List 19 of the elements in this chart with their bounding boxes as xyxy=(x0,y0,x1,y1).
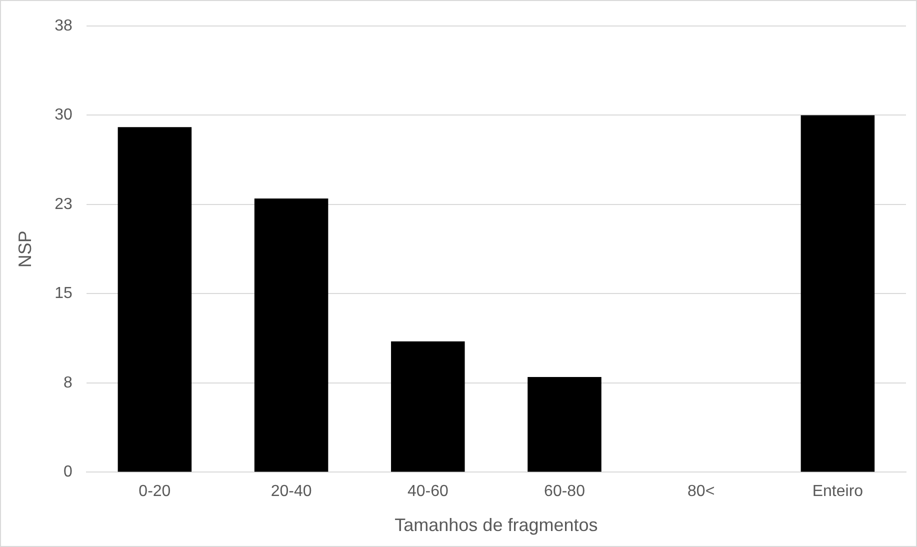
y-axis-title: NSP xyxy=(14,230,35,268)
y-tick-label: 23 xyxy=(54,196,72,213)
y-tick-label: 30 xyxy=(54,106,72,124)
x-axis-title: Tamanhos de fragmentos xyxy=(394,515,598,536)
y-tick-label: 38 xyxy=(54,17,72,34)
x-tick-label: 60-80 xyxy=(544,483,586,500)
x-tick-label: Enteiro xyxy=(812,483,864,500)
x-tick-label: 80< xyxy=(688,483,715,500)
bar xyxy=(528,377,602,472)
x-tick-label: 0-20 xyxy=(138,483,171,500)
bar xyxy=(391,341,465,472)
x-tick-label: 20-40 xyxy=(270,483,312,500)
y-tick-label: 0 xyxy=(63,464,72,481)
bar xyxy=(118,127,192,472)
y-tick-label: 15 xyxy=(54,285,72,302)
x-tick-label: 40-60 xyxy=(407,483,448,500)
bar xyxy=(254,198,328,472)
bar xyxy=(800,115,875,472)
y-tick-label: 8 xyxy=(63,374,72,392)
